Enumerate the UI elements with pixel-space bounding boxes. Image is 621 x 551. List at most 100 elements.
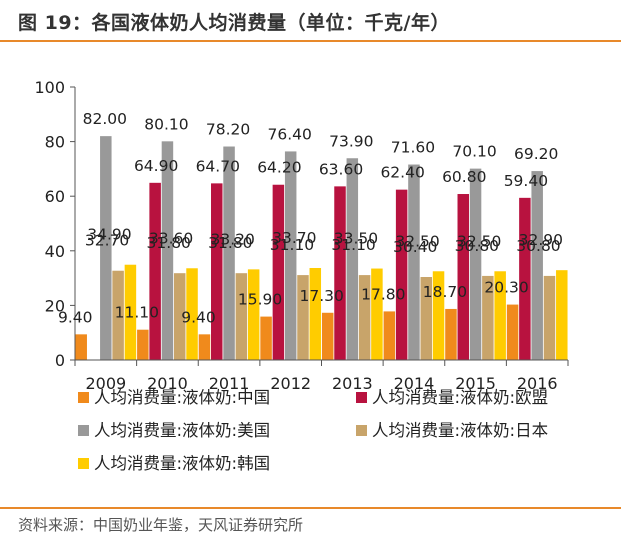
data-label: 17.80: [361, 285, 405, 303]
data-label: 73.90: [329, 132, 373, 150]
bar: [543, 275, 556, 360]
bar: [161, 141, 174, 360]
legend-label: 人均消费量:液体奶:中国: [94, 388, 270, 407]
data-label: 20.30: [484, 279, 528, 297]
data-label: 30.80: [455, 237, 499, 255]
data-label: 71.60: [391, 139, 435, 157]
x-tick-label: 2011: [209, 374, 250, 393]
bar: [506, 304, 519, 360]
bar: [445, 308, 457, 360]
bar: [260, 316, 272, 360]
bar: [556, 270, 568, 360]
data-label: 33.60: [149, 229, 193, 247]
top-divider: [0, 40, 621, 42]
data-label: 80.10: [144, 115, 188, 133]
data-label: 32.70: [85, 232, 129, 250]
data-label: 33.50: [334, 230, 378, 248]
data-label: 31.80: [147, 234, 191, 252]
x-tick-label: 2012: [270, 374, 311, 393]
bar: [211, 183, 223, 360]
bar: [309, 267, 322, 360]
data-label: 15.90: [238, 291, 282, 309]
source-note: 资料来源：中国奶业年鉴，天风证券研究所: [18, 516, 304, 534]
bar: [297, 275, 309, 360]
bar: [272, 184, 285, 360]
bars: [75, 136, 568, 360]
data-label: 33.70: [272, 229, 316, 247]
data-label: 17.30: [300, 287, 344, 305]
bar: [334, 186, 346, 360]
data-label: 32.90: [519, 231, 563, 249]
bar: [124, 264, 137, 360]
data-label: 70.10: [452, 143, 496, 161]
bar: [383, 311, 396, 360]
x-tick-label: 2014: [394, 374, 435, 393]
bar: [75, 334, 87, 360]
bar: [321, 312, 334, 360]
bar: [531, 171, 543, 360]
legend-swatch: [78, 425, 89, 436]
bar: [469, 168, 482, 360]
bar: [223, 146, 235, 360]
data-label: 63.60: [319, 160, 363, 178]
legend-swatch: [78, 392, 89, 403]
x-tick-label: 2016: [517, 374, 558, 393]
bar: [247, 269, 260, 360]
bar: [186, 268, 198, 360]
data-labels: 9.40 11.10 9.40 15.90 17.30 17.80 18.70 20.30 64…: [58, 110, 563, 326]
y-tick-label: 60: [45, 187, 65, 206]
data-label: 64.20: [257, 159, 301, 177]
y-tick-label: 80: [45, 133, 65, 152]
data-label: 69.20: [514, 145, 558, 163]
data-label: 30.40: [393, 238, 437, 256]
legend-label: 人均消费量:液体奶:欧盟: [372, 388, 548, 407]
data-label: 31.10: [270, 236, 314, 254]
legend-swatch: [356, 425, 367, 436]
data-label: 82.00: [83, 110, 127, 128]
data-label: 76.40: [268, 125, 312, 143]
bar: [432, 271, 445, 360]
data-label: 32.50: [395, 232, 439, 250]
y-axis: 0 20 40 60 80 100: [34, 78, 76, 370]
bar: [100, 136, 112, 360]
data-label: 32.50: [457, 232, 501, 250]
legend-label: 人均消费量:液体奶:韩国: [94, 454, 270, 473]
bar: [112, 270, 124, 360]
bar: [198, 334, 211, 360]
data-label: 64.70: [196, 157, 240, 175]
data-label: 9.40: [181, 308, 216, 326]
x-tick-label: 2013: [332, 374, 373, 393]
bar: [173, 273, 186, 360]
data-label: 31.80: [208, 234, 252, 252]
y-tick-label: 40: [45, 242, 65, 261]
bar: [358, 275, 371, 360]
data-label: 31.10: [331, 236, 375, 254]
data-label: 62.40: [380, 164, 424, 182]
data-label: 9.40: [58, 308, 93, 326]
legend-swatch: [78, 458, 89, 469]
bar: [408, 164, 420, 360]
y-tick-label: 100: [34, 78, 65, 97]
bar-chart: 0 20 40 60 80 100 9.40 11.10 9.40 15.90 17.30 17.8…: [34, 78, 569, 473]
data-label: 33.20: [210, 230, 254, 248]
data-label: 60.80: [442, 168, 486, 186]
x-tick-label: 2009: [85, 374, 126, 393]
bar: [371, 268, 383, 360]
x-tick-label: 2010: [147, 374, 188, 393]
legend-swatch: [356, 392, 367, 403]
y-tick-label: 20: [45, 296, 65, 315]
bar: [482, 275, 494, 360]
x-axis: 2009 2010 2011 2012 2013 2014 2015 2016: [74, 359, 569, 393]
data-label: 78.20: [206, 121, 250, 139]
bar: [395, 189, 408, 360]
bar: [346, 158, 359, 360]
bar: [284, 151, 297, 360]
y-tick-label: 0: [55, 351, 65, 370]
data-label: 34.90: [87, 226, 131, 244]
bar: [137, 329, 149, 360]
chart-title: 图 19：各国液体奶人均消费量（单位：千克/年）: [18, 12, 450, 34]
bar: [457, 194, 470, 360]
data-label: 64.90: [134, 157, 178, 175]
bar: [519, 197, 531, 360]
